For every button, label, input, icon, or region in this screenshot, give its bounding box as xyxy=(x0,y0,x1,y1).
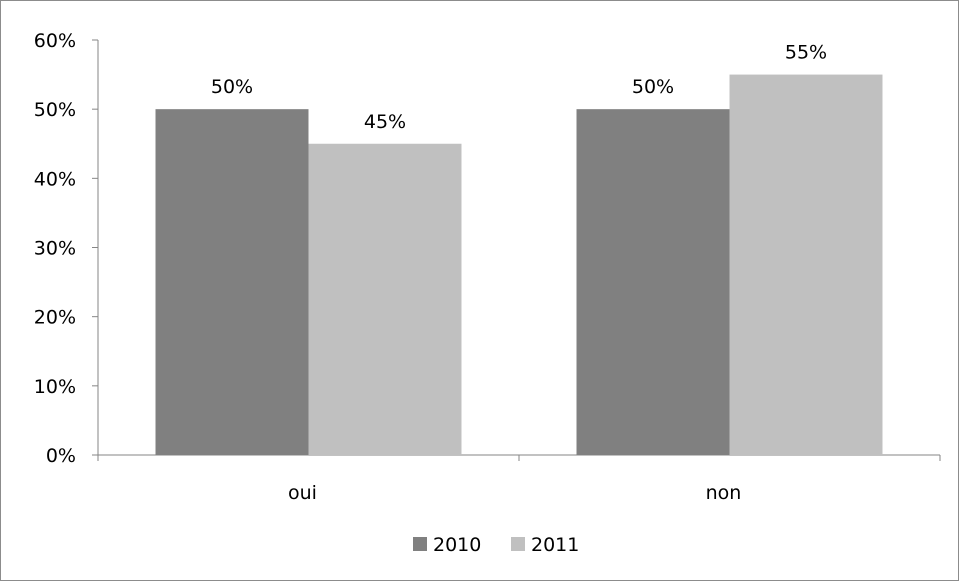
legend: 2010 2011 xyxy=(413,534,579,556)
data-label: 50% xyxy=(211,76,253,98)
bar-2011-non xyxy=(729,74,883,455)
y-tick-label: 60% xyxy=(34,30,76,52)
bar-2010-non xyxy=(576,109,730,456)
data-label: 45% xyxy=(364,111,406,133)
y-tick-label: 40% xyxy=(34,168,76,190)
legend-swatch xyxy=(413,537,427,551)
x-axis: oui non xyxy=(97,454,941,504)
y-tick-label: 0% xyxy=(46,445,76,467)
category-label: non xyxy=(706,482,742,504)
bar-2010-oui xyxy=(155,109,309,456)
y-tick-label: 20% xyxy=(34,307,76,329)
y-tick-label: 10% xyxy=(34,376,76,398)
y-axis: 0% 10% 20% 30% 40% 50% 60% xyxy=(34,30,99,467)
legend-label: 2010 xyxy=(433,534,481,556)
data-label: 50% xyxy=(632,76,674,98)
data-label: 55% xyxy=(785,42,827,64)
y-tick-label: 50% xyxy=(34,99,76,121)
legend-swatch xyxy=(511,537,525,551)
bar-2011-oui xyxy=(308,143,462,455)
category-label: oui xyxy=(288,482,317,504)
data-labels: 50% 45% 50% 55% xyxy=(211,42,827,133)
bars xyxy=(155,74,883,456)
y-tick-label: 30% xyxy=(34,238,76,260)
legend-label: 2011 xyxy=(531,534,579,556)
